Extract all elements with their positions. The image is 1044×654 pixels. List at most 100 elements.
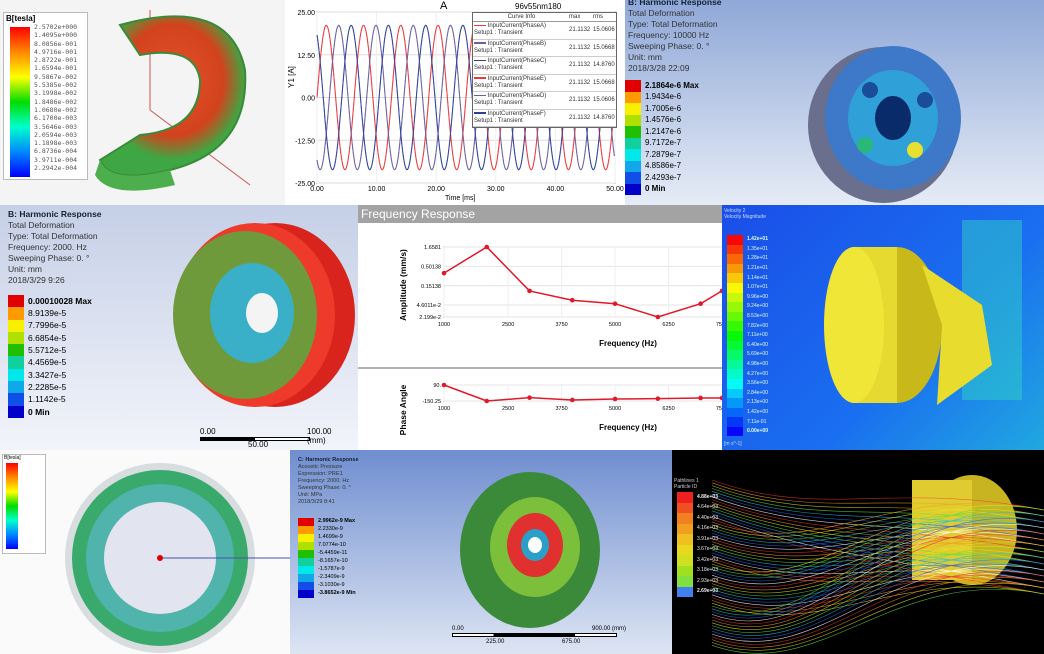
curve-max: 21.1132 — [569, 114, 591, 121]
legend-value: -5.4459e-11 — [318, 550, 348, 557]
x-tick-label: 7500 — [716, 322, 722, 328]
legend-swatch — [677, 544, 693, 555]
legend-row: 1.42e+01 — [727, 235, 768, 245]
legend-value: 1.6594e-001 — [34, 64, 78, 73]
legend-value: 3.9711e-004 — [34, 155, 78, 164]
y-tick-label: 2.199e-2 — [419, 315, 441, 321]
legend-row: 1.9434e-6 — [625, 91, 699, 103]
legend-row: 2.93e+03 — [677, 576, 718, 587]
legend-row: 1.35e+01 — [727, 244, 768, 255]
legend-row: 7.7996e-5 — [8, 319, 92, 332]
panel-flux-density-3d: B[tesla] 2.5702e+000 1.4095e+000 8.0856e-0… — [0, 0, 285, 205]
legend-value: 1.2147e-6 — [645, 126, 682, 136]
info-line: Frequency: 10000 Hz — [628, 30, 710, 40]
legend-value: 1.07e+01 — [747, 284, 768, 291]
legend-swatch — [8, 307, 24, 320]
legend-row: 2.13e+00 — [727, 398, 768, 408]
legend-swatch — [298, 518, 314, 526]
legend-swatch — [677, 555, 693, 566]
data-point — [484, 244, 490, 250]
plot-area — [443, 246, 722, 318]
curve-rms: 15.0668 — [593, 44, 615, 51]
series-swatch — [474, 42, 486, 44]
legend-row: 3.67e+03 — [677, 544, 718, 555]
y-tick-label: 0.50138 — [421, 264, 441, 270]
series-swatch — [474, 77, 486, 79]
curve-max: 21.1132 — [569, 27, 591, 34]
legend-value: 3.1998e-002 — [34, 89, 78, 98]
data-point — [441, 270, 447, 276]
legend-swatch — [625, 91, 641, 103]
frequency-response-header: Frequency Response — [358, 205, 722, 223]
x-tick-label: 20.00 — [427, 186, 445, 193]
x-tick-label: 3750 — [555, 406, 567, 412]
legend-value: 1.9434e-6 — [645, 92, 682, 102]
y-axis-label: Amplitude (mm/s) — [398, 249, 408, 321]
x-tick-label: 5000 — [609, 322, 621, 328]
y-axis-label: Phase Angle — [398, 384, 408, 435]
info-line: Type: Total Deformation — [628, 19, 718, 29]
legend-value: -3.8652e-9 Min — [318, 590, 356, 597]
legend-row: 8.53e+00 — [727, 311, 768, 322]
legend-swatch — [8, 405, 24, 418]
legend-value: -2.3409e-9 — [318, 574, 345, 581]
legend-value: 1.35e+01 — [747, 245, 768, 252]
legend-value: 5.69e+00 — [747, 351, 768, 358]
legend-value: 7.82e+00 — [747, 322, 768, 329]
legend-row: 6.6854e-5 — [8, 331, 92, 345]
legend-row: 4.88e+03 — [677, 492, 718, 503]
curve-setup: Setup1 : Transient — [474, 30, 523, 37]
legend-row: 6.40e+00 — [727, 340, 768, 351]
legend-value: 1.7005e-6 — [645, 103, 682, 113]
current-series-line — [316, 24, 615, 171]
legend-row: 3.91e+03 — [677, 534, 718, 545]
legend-value: 4.88e+03 — [697, 493, 718, 500]
curve-rms: 14.8760 — [593, 114, 615, 121]
x-tick-label: 1000 — [438, 322, 450, 328]
scale-left: 0.00 — [452, 626, 464, 632]
legend-value: 1.1898e-003 — [34, 139, 78, 148]
legend-header: Curve Info — [507, 14, 536, 20]
x-axis-label: Frequency (Hz) — [599, 339, 657, 348]
legend-row: InputCurrent(PhaseB) Setup1 : Transient 21… — [473, 40, 616, 57]
y-tick-label: 4.6011e-2 — [417, 303, 441, 309]
legend-swatch — [8, 356, 24, 369]
curve-setup: Setup1 : Transient — [474, 82, 523, 89]
data-point — [719, 395, 722, 401]
legend-swatch — [727, 359, 743, 370]
curve-rms: 15.0668 — [593, 79, 615, 86]
legend-row: 2.4293e-7 — [625, 172, 699, 184]
curve-name: InputCurrent(PhaseD) — [487, 93, 547, 100]
legend-value: 8.0856e-001 — [34, 39, 78, 48]
x-axis-label: Frequency (Hz) — [599, 423, 657, 432]
data-point — [527, 395, 532, 400]
panel-current-chart: 25.00 12.50 0.00 -12.50 -25.00 0.00 10.00 20.00… — [285, 0, 625, 205]
deformation-legend: 0.00010028 Max 8.9139e-5 7.7996e-5 6.6854e-… — [8, 295, 92, 418]
legend-row: 1.4699e-9 — [298, 534, 356, 542]
scale-bar: 0.00 900.00 (mm) 225.00 675.00 — [452, 626, 632, 645]
info-line: Frequency: 2000. Hz — [298, 478, 350, 484]
legend-row: -3.8652e-9 Min — [298, 590, 356, 598]
flux-legend: B[tesla] — [2, 454, 46, 554]
legend-swatch — [8, 393, 24, 406]
legend-row: 4.27e+00 — [727, 369, 768, 379]
curve-name: InputCurrent(PhaseE) — [487, 75, 547, 82]
legend-value: -8.1657e-10 — [318, 558, 348, 565]
x-tick-label: 3750 — [555, 322, 567, 328]
data-point — [698, 301, 703, 306]
x-tick-label: 50.00 — [606, 186, 624, 193]
legend-row: -8.1657e-10 — [298, 558, 356, 566]
legend-row: 4.98e+00 — [727, 359, 768, 370]
pressure-legend: 2.9962e-9 Max 2.2330e-9 1.4699e-9 7.0774e-1… — [298, 518, 356, 598]
data-point — [527, 288, 532, 294]
legend-value: 2.1864e-6 Max — [645, 80, 699, 90]
legend-row: -3.1030e-9 — [298, 582, 356, 590]
frequency-response-charts: 2.199e-2 4.6011e-2 0.15138 0.50138 1.6581 100… — [358, 244, 722, 435]
legend-value: -3.1030e-9 — [318, 582, 345, 589]
x-tick-label: 0.00 — [310, 186, 324, 193]
scale-right: 900.00 (mm) — [592, 626, 627, 632]
legend-value: 3.67e+03 — [697, 546, 718, 553]
legend-value: 1.42e+01 — [747, 236, 768, 243]
legend-value: 4.64e+03 — [697, 504, 718, 511]
legend-value: 9.96e+00 — [747, 293, 768, 300]
